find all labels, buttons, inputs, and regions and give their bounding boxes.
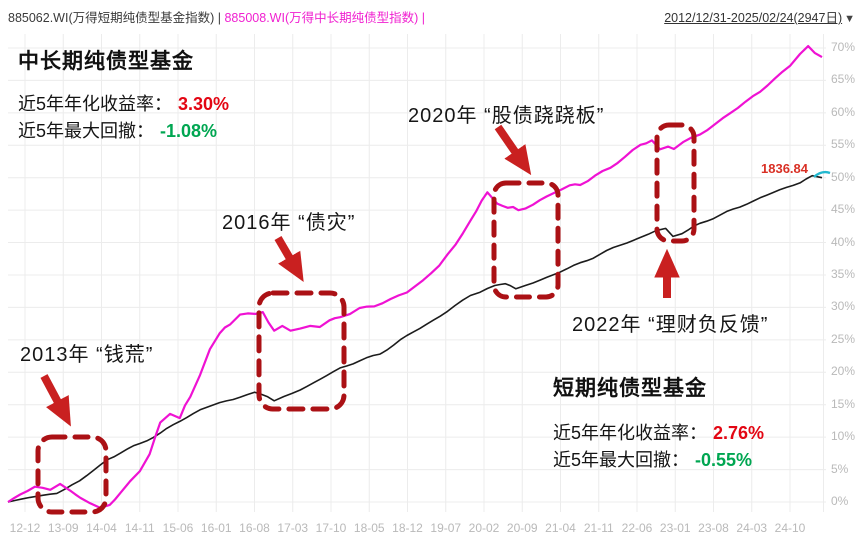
- x-tick-label: 24-03: [736, 521, 768, 535]
- short-term-stats: 近5年年化收益率： 2.76% 近5年最大回撤： -0.55%: [553, 420, 764, 474]
- x-tick-label: 14-04: [86, 521, 117, 535]
- x-tick-label: 19-07: [430, 521, 462, 535]
- x-tick-label: 16-08: [239, 521, 270, 535]
- date-range-selector[interactable]: 2012/12/31-2025/02/24(2947日) ▼: [664, 7, 855, 26]
- x-tick-label: 18-12: [392, 521, 423, 535]
- highlight-box-2022: [654, 122, 697, 244]
- stat-max-drawdown: 近5年最大回撤： -1.08%: [18, 118, 229, 145]
- legend-separator: |: [214, 11, 225, 25]
- medium-long-term-stats: 近5年年化收益率： 3.30% 近5年最大回撤： -1.08%: [18, 91, 229, 145]
- x-tick-label: 23-01: [659, 521, 691, 535]
- x-tick-label: 21-11: [583, 521, 614, 535]
- x-tick-label: 18-05: [353, 521, 385, 535]
- x-tick-label: 23-08: [698, 521, 729, 535]
- legend-bar: 885062.WI(万得短期纯债型基金指数) | 885008.WI(万得中长期…: [8, 7, 425, 26]
- x-tick-label: 22-06: [621, 521, 653, 535]
- x-tick-label: 24-10: [774, 521, 806, 535]
- annotation-arrows: [40, 124, 680, 427]
- end-marker-tick: [813, 170, 831, 178]
- legend-short-term-label: 885062.WI(万得短期纯债型基金指数): [8, 11, 215, 25]
- callout-2022: 2022年 “理财负反馈”: [572, 314, 769, 336]
- x-tick-label: 16-01: [200, 521, 232, 535]
- stat-max-drawdown: 近5年最大回撤： -0.55%: [553, 447, 764, 474]
- stat-label: 近5年最大回撤：: [18, 121, 155, 141]
- arrow-2016: [274, 235, 304, 283]
- stat-value-return: 3.30%: [178, 94, 230, 114]
- stat-value-return: 2.76%: [713, 423, 765, 443]
- x-tick-label: 17-03: [277, 521, 309, 535]
- short-term-panel-title: 短期纯债型基金: [553, 377, 707, 400]
- dropdown-caret-icon: ▼: [844, 13, 855, 25]
- callout-2013: 2013年 “钱荒”: [20, 344, 154, 366]
- stat-value-drawdown: -1.08%: [160, 121, 218, 141]
- last-value-label: 1836.84: [761, 161, 808, 176]
- gridlines: [8, 34, 826, 512]
- x-tick-label: 20-09: [506, 521, 538, 535]
- medium-long-term-bond-index-line: [7, 44, 823, 509]
- stat-annualized-return: 近5年年化收益率： 3.30%: [18, 91, 229, 118]
- stat-label: 近5年年化收益率：: [553, 423, 708, 443]
- arrow-2020: [494, 124, 532, 176]
- arrow-2013: [40, 374, 71, 427]
- x-axis-labels: 12-12 13-09 14-04 14-11 15-06 16-01 16-08 17-03…: [0, 521, 865, 537]
- stat-annualized-return: 近5年年化收益率： 2.76%: [553, 420, 764, 447]
- stat-label: 近5年年化收益率：: [18, 94, 173, 114]
- short-term-bond-index-line: [7, 174, 823, 503]
- stat-value-drawdown: -0.55%: [695, 450, 753, 470]
- highlight-box-2020: [491, 180, 561, 300]
- x-tick-label: 15-06: [162, 521, 194, 535]
- callout-2020: 2020年 “股债跷跷板”: [408, 105, 605, 127]
- x-tick-label: 12-12: [9, 521, 41, 535]
- legend-medium-long-term-label: 885008.WI(万得中长期纯债型指数) |: [224, 11, 425, 25]
- date-range-text: 2012/12/31-2025/02/24(2947日): [664, 11, 843, 25]
- highlight-box-2016: [256, 290, 347, 412]
- medium-long-term-panel-title: 中长期纯债型基金: [18, 50, 194, 73]
- x-tick-label: 13-09: [47, 521, 79, 535]
- highlight-boxes: [35, 122, 697, 515]
- x-tick-label: 14-11: [124, 521, 155, 535]
- x-tick-label: 21-04: [545, 521, 576, 535]
- callout-2016: 2016年 “债灾”: [222, 212, 356, 234]
- x-tick-label: 17-10: [315, 521, 347, 535]
- x-tick-label: 20-02: [468, 521, 500, 535]
- highlight-box-2013: [35, 434, 109, 515]
- stat-label: 近5年最大回撤：: [553, 450, 690, 470]
